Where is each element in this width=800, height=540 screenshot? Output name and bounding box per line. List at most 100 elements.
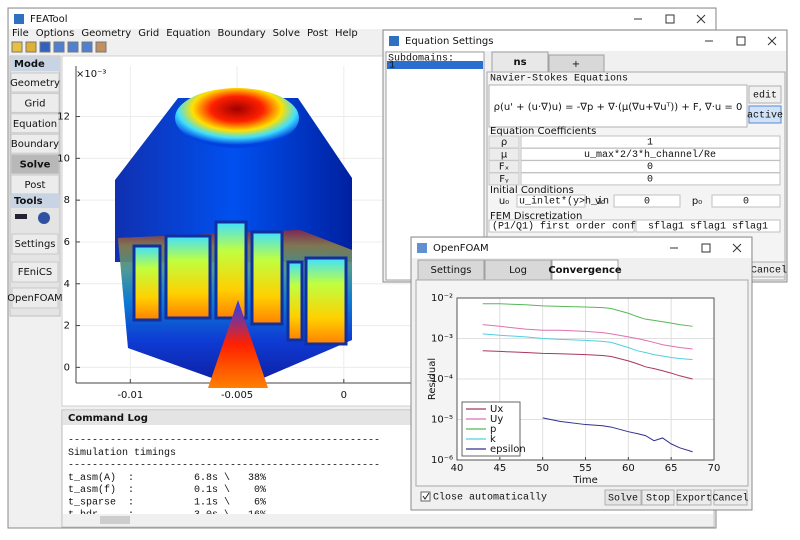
legend-label: epsilon [490,444,526,455]
mode-label: Geometry [10,78,60,89]
app-icon [417,243,427,253]
x-tick-label: 60 [622,463,635,474]
y-tick-label: 10 [57,153,70,164]
toolbar-button[interactable] [81,41,93,53]
x-tick-label: -0.01 [117,390,143,401]
tab-label: Convergence [548,265,622,276]
geometry-body [115,98,352,262]
close-button[interactable] [696,14,706,24]
scroll-thumb[interactable] [100,516,130,524]
coefficient-field[interactable] [520,172,781,186]
mode-button[interactable] [10,113,60,134]
checkbox-label: Close automatically [433,492,547,504]
toolbar-button[interactable] [39,41,51,53]
action-button[interactable] [604,489,642,506]
toolbar-button[interactable] [25,41,37,53]
menu-item[interactable]: Equation [166,28,210,39]
log-line: ----------------------------------------… [68,436,380,447]
series-line [482,333,693,361]
tool-button[interactable] [11,261,59,283]
button-label: edit [753,90,777,102]
window-title: Equation Settings [405,36,493,47]
y-tick-label: 10⁻⁶ [431,455,453,466]
coefficient-value: 1 [647,138,653,149]
mode-button[interactable] [10,154,60,175]
button-label: active [747,110,783,122]
tool-button[interactable] [11,233,59,255]
y-axis-label: Residual [427,358,438,400]
tool-button-label: FEniCS [18,267,53,278]
menu-item[interactable]: Solve [273,28,300,39]
initial-field[interactable] [711,194,781,208]
mode-label: Solve [20,160,51,171]
toolbar-button[interactable] [11,41,23,53]
section-header [11,194,59,208]
coefficient-value: u_max*2/3*h_channel/Re [584,149,716,161]
close-button[interactable] [767,36,777,46]
initial-symbol: u₀ [499,196,509,207]
fem-element: (P1/Q1) first order confor... [492,221,666,233]
maximize-button[interactable] [736,36,746,46]
mode-label: Equation [13,119,57,130]
initial-field[interactable] [516,194,586,208]
x-tick-label: 40 [451,463,464,474]
x-tick-label: -0.005 [221,390,253,401]
fem-dropdown[interactable] [488,219,635,233]
tool-button-label: Settings [14,239,55,250]
tool-button[interactable] [11,287,59,309]
menu-item[interactable]: Post [307,28,328,39]
coefficient-symbol: Fₓ [499,162,509,173]
group-label: Initial Conditions [490,185,574,196]
menu-item[interactable]: Help [335,28,358,39]
initial-value: u_inlet*(y>h_in [519,196,609,208]
mode-button[interactable] [10,92,60,113]
equation-box [488,84,748,128]
menu-item[interactable]: Geometry [81,28,131,39]
action-button[interactable] [641,489,675,506]
toolbar-button[interactable] [67,41,79,53]
series-line [542,417,693,453]
tab-label: ns [513,57,526,68]
menu-item[interactable]: File [12,28,29,39]
fem-field[interactable] [635,219,781,233]
section-header [11,57,59,71]
y-tick-label: 10⁻² [431,293,453,304]
y-tick-label: 12 [57,112,70,123]
action-button[interactable] [676,489,712,506]
y-tick-label: 10⁻³ [431,334,453,345]
initial-field[interactable] [613,194,681,208]
mode-button[interactable] [10,72,60,93]
y-tick-label: 8 [64,195,70,206]
close-button[interactable] [732,243,742,253]
action-button[interactable] [713,489,748,506]
list-item-selected[interactable] [387,61,483,69]
title-bar [412,238,751,258]
toolbar-button[interactable] [95,41,107,53]
initial-symbol: p₀ [692,196,702,207]
fem-flags: sflag1 sflag1 sflag1 [648,221,768,233]
tool-button-label: OpenFOAM [7,293,63,304]
x-tick-label: 0 [341,390,347,401]
toolbar-button[interactable] [53,41,65,53]
checkbox[interactable] [420,491,431,502]
coefficient-symbol: Fᵧ [499,174,509,185]
window-title: OpenFOAM [433,243,489,254]
menu-item[interactable]: Boundary [218,28,266,39]
geometry-notch [208,300,268,388]
menu-item[interactable]: Grid [138,28,159,39]
x-tick-label: 50 [536,463,549,474]
maximize-button[interactable] [701,243,711,253]
mode-button[interactable] [10,133,60,154]
active-button[interactable] [748,105,782,124]
initial-symbol: v₀ [595,196,605,207]
series-line [482,350,693,380]
edit-button[interactable] [748,85,782,104]
button-label: Cancel [751,265,787,277]
group-label: FEM Discretization [490,211,582,222]
button-label: Cancel [712,493,748,505]
menu-item[interactable]: Options [36,28,75,39]
scrollbar[interactable] [63,514,713,526]
maximize-button[interactable] [665,14,675,24]
group-label: Navier-Stokes Equations [490,73,628,85]
geometry-cap [175,88,299,148]
